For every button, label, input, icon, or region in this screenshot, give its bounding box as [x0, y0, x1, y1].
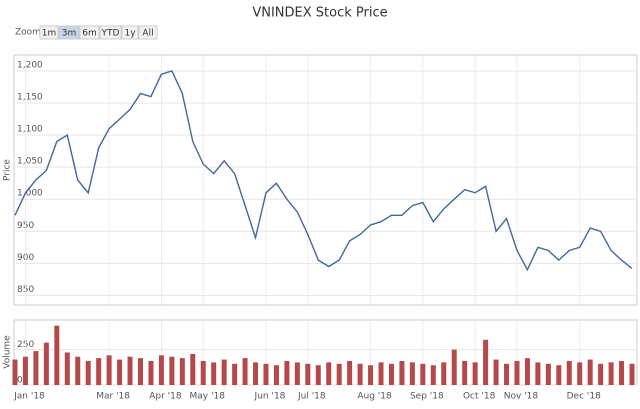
volume-bar: [127, 356, 133, 385]
volume-bar: [294, 362, 300, 385]
volume-bar: [54, 325, 60, 385]
x-tick-label: Oct '18: [463, 392, 496, 402]
y-axis-title: Price: [3, 159, 13, 181]
volume-bar: [409, 362, 415, 385]
volume-bar: [12, 359, 18, 385]
range-button-label[interactable]: 1m: [42, 29, 57, 39]
volume-bar: [263, 363, 269, 385]
volume-bar: [441, 362, 447, 385]
volume-bar: [347, 360, 353, 385]
volume-bar: [326, 362, 332, 385]
volume-bar: [619, 360, 625, 385]
volume-bar: [85, 360, 91, 385]
x-tick-label: Jun '18: [254, 392, 286, 402]
volume-bar: [96, 358, 102, 385]
volume-bar: [315, 365, 321, 385]
volume-bar: [535, 362, 541, 385]
volume-bar: [566, 360, 572, 385]
volume-bar: [608, 362, 614, 385]
range-button[interactable]: [138, 25, 158, 40]
volume-bar: [368, 365, 374, 385]
volume-bar: [117, 359, 123, 385]
volume-bar: [211, 362, 217, 385]
range-button[interactable]: [79, 25, 100, 40]
volume-bar: [169, 356, 175, 385]
x-tick-label: Mar '18: [96, 392, 130, 402]
range-button[interactable]: [121, 25, 139, 40]
y-tick-label: 1,150: [17, 93, 43, 103]
volume-bar: [148, 360, 154, 385]
volume-bar: [629, 363, 635, 385]
range-button[interactable]: [58, 25, 80, 40]
volume-bar: [75, 356, 81, 385]
volume-bar: [137, 358, 143, 385]
volume-bar: [504, 363, 510, 385]
y-tick-label: 1,050: [17, 157, 43, 167]
volume-bar: [336, 363, 342, 385]
volume-bar: [22, 356, 28, 385]
range-button-label[interactable]: YTD: [101, 29, 120, 39]
volume-bar: [64, 352, 70, 385]
volume-bar: [378, 362, 384, 385]
volume-bar: [158, 355, 164, 385]
volume-bar: [253, 362, 259, 385]
y-tick-label: 1,100: [17, 125, 43, 135]
x-tick-label: Jul '18: [297, 392, 326, 402]
chart-title: VNINDEX Stock Price: [252, 6, 387, 21]
volume-bar: [43, 342, 49, 385]
x-tick-label: Sep '18: [410, 392, 444, 402]
price-panel: [13, 54, 638, 306]
volume-bar: [524, 358, 530, 385]
volume-bar: [221, 359, 227, 385]
x-tick-label: Jan '18: [13, 392, 45, 402]
x-tick-label: Apr '18: [149, 392, 182, 402]
volume-bar: [598, 363, 604, 385]
volume-bar: [388, 363, 394, 385]
volume-bar: [179, 358, 185, 385]
volume-bar: [472, 362, 478, 385]
volume-bar: [545, 363, 551, 385]
price-line: [14, 70, 633, 272]
volume-bar: [357, 363, 363, 385]
zoom-label: Zoom: [15, 28, 41, 38]
y2-axis-title: Volume: [3, 335, 13, 369]
volume-bar: [232, 363, 238, 385]
volume-bar: [514, 360, 520, 385]
x-tick-label: Aug '18: [357, 392, 392, 402]
volume-bar: [305, 363, 311, 385]
volume-bar: [430, 365, 436, 385]
y-tick-label: 1,000: [17, 189, 43, 199]
volume-bar: [33, 351, 39, 385]
range-button-label[interactable]: 1y: [124, 29, 136, 39]
volume-bar: [587, 359, 593, 385]
volume-bar: [451, 349, 457, 385]
volume-bar: [483, 339, 489, 385]
volume-bar: [420, 363, 426, 385]
range-button-label[interactable]: 3m: [62, 29, 77, 39]
x-tick-label: Nov '18: [504, 392, 539, 402]
range-button-label[interactable]: All: [142, 29, 153, 39]
volume-bar: [273, 365, 279, 385]
range-button[interactable]: [99, 25, 122, 40]
range-button[interactable]: [39, 25, 59, 40]
volume-bar: [190, 353, 196, 385]
volume-bar: [556, 365, 562, 385]
x-tick-label: May '18: [190, 392, 226, 402]
volume-bar: [399, 360, 405, 385]
volume-bar: [200, 360, 206, 385]
volume-bar: [284, 360, 290, 385]
y-tick-label: 1,200: [17, 61, 43, 71]
volume-bar: [577, 362, 583, 385]
volume-bar: [493, 359, 499, 385]
volume-bar: [462, 360, 468, 385]
y2-tick-label: 0: [17, 376, 23, 386]
volume-bar: [106, 355, 112, 385]
range-button-label[interactable]: 6m: [82, 29, 97, 39]
volume-bar: [242, 358, 248, 385]
x-tick-label: Dec '18: [567, 392, 601, 402]
